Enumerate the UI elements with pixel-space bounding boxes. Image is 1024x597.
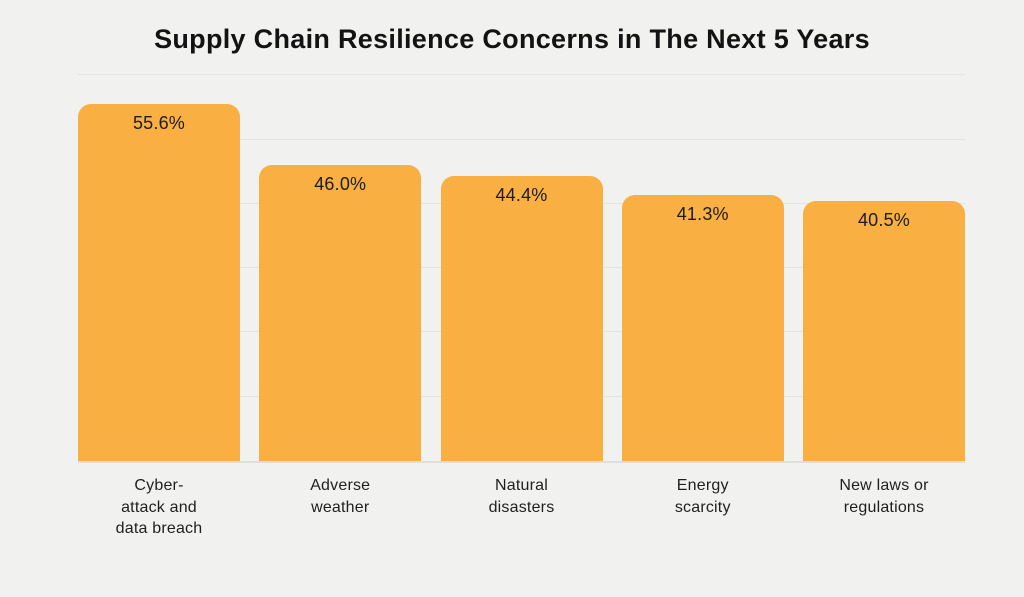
x-axis-label-line: regulations — [843, 498, 925, 516]
x-axis-label-line: New laws or — [839, 477, 929, 494]
bar-value-label: 40.5% — [857, 209, 911, 230]
x-axis-label-line: attack and — [121, 498, 197, 516]
x-axis-baseline — [78, 461, 965, 463]
x-axis-label-line: Cyber- — [134, 477, 184, 494]
bar: 55.6% — [78, 103, 240, 461]
x-axis-label-line: weather — [311, 498, 370, 516]
bar: 41.3% — [621, 195, 784, 461]
bar-value-label: 44.4% — [495, 184, 548, 205]
x-axis-label: Cyber-attack and data breach — [68, 475, 250, 540]
gridline-50 — [78, 138, 965, 140]
bar-value-label: 55.6% — [132, 112, 186, 133]
x-axis-label-line: scarcity — [674, 498, 731, 516]
x-axis-label: Adverse weather — [249, 475, 431, 518]
x-axis-label-line: Adverse — [310, 477, 371, 494]
bar: 44.4% — [440, 175, 603, 461]
bar: 46.0% — [259, 165, 422, 461]
x-axis-labels: Cyber-attack and data breach Adverse weathe… — [78, 475, 965, 550]
bar-value-label: 41.3% — [676, 204, 729, 225]
x-axis-label: Energy scarcity — [612, 475, 794, 518]
chart-title: Supply Chain Resilience Concerns in The … — [154, 24, 870, 54]
x-axis-label-line: disasters — [488, 498, 555, 516]
bar-value-label: 46.0% — [314, 174, 367, 195]
x-axis-label-line: Natural — [495, 477, 548, 494]
bars-row: 55.6% 46.0% 44.4% 41.3% 40.5% — [78, 103, 965, 461]
x-axis-label: Natural disasters — [431, 475, 613, 518]
gridline-60 — [78, 74, 965, 76]
bar: 40.5% — [803, 200, 965, 461]
x-axis-label-line: Energy — [676, 477, 729, 494]
plot-area: 55.6% 46.0% 44.4% 41.3% 40.5% — [78, 0, 965, 463]
x-axis-label: New laws or regulations — [793, 475, 975, 518]
x-axis-label-line: data breach — [115, 520, 203, 537]
